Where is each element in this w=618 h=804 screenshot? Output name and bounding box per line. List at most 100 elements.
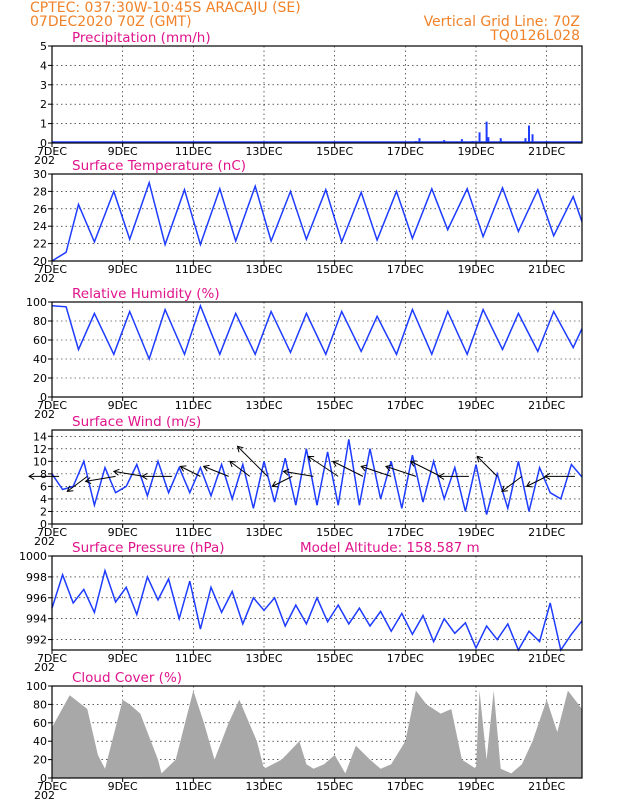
x-tick-label: 11DEC: [175, 652, 212, 665]
x-tick-label: 11DEC: [175, 263, 212, 276]
y-tick-label: 994: [26, 613, 47, 626]
year-label-stub: 202: [34, 154, 55, 167]
y-tick-label: 998: [26, 571, 47, 584]
wind-vector-head: [476, 455, 484, 463]
y-tick-label: 5: [40, 40, 47, 53]
x-tick-label: 15DEC: [316, 652, 353, 665]
x-tick-label: 11DEC: [175, 780, 212, 793]
x-tick-label: 13DEC: [245, 780, 282, 793]
y-tick-label: 10: [33, 455, 47, 468]
x-tick-label: 9DEC: [108, 526, 138, 539]
panel-frame: [51, 173, 583, 262]
y-tick-label: 0: [40, 772, 47, 785]
year-label-stub: 202: [34, 535, 55, 548]
y-tick-label: 1: [40, 118, 47, 131]
x-tick-label: 11DEC: [175, 526, 212, 539]
y-tick-label: 2: [40, 505, 47, 518]
y-tick-label: 8: [40, 468, 47, 481]
wind-vector-head: [501, 485, 508, 492]
wind-vector-head: [332, 460, 339, 467]
x-tick-label: 21DEC: [528, 652, 565, 665]
precip-bar: [460, 139, 463, 143]
x-tick-label: 15DEC: [316, 526, 353, 539]
x-tick-label: 7DEC: [37, 263, 67, 276]
wind-vector-head: [409, 460, 417, 467]
wind-vector-head: [360, 464, 368, 472]
series-line-temp: [51, 180, 583, 262]
wind-vector: [476, 456, 498, 477]
x-tick-label: 15DEC: [316, 399, 353, 412]
wind-vector: [501, 475, 523, 492]
y-tick-label: 0: [40, 137, 47, 150]
y-tick-label: 100: [26, 680, 47, 693]
panel-title: Cloud Cover (%): [72, 670, 182, 686]
wind-vector-head: [28, 472, 35, 480]
x-tick-label: 21DEC: [528, 780, 565, 793]
x-tick-label: 13DEC: [245, 652, 282, 665]
x-tick-label: 11DEC: [175, 145, 212, 158]
precip-bar: [531, 134, 534, 143]
wind-vector-head: [543, 472, 551, 480]
x-tick-label: 17DEC: [387, 145, 424, 158]
series-line-press: [51, 567, 583, 652]
wind-vector: [272, 475, 293, 487]
panel-cloud: 0 20 40 60 80 100 7DEC 9DEC 11DEC 13DEC 15DEC 17DEC…: [26, 670, 583, 802]
panel-title: Relative Humidity (%): [72, 286, 220, 302]
wind-vector-head: [112, 468, 120, 476]
x-tick-label: 7DEC: [37, 652, 67, 665]
panel-precip: 0 1 2 3 4 5 7DEC 9DEC 11DEC 13DEC 15DEC 17DEC 19DEC 2…: [34, 30, 583, 167]
wind-vector-head: [141, 472, 148, 480]
x-tick-label: 7DEC: [37, 145, 67, 158]
x-tick-label: 15DEC: [316, 263, 353, 276]
x-tick-label: 19DEC: [457, 145, 494, 158]
wind-vector-head: [437, 472, 445, 480]
y-tick-label: 12: [33, 443, 47, 456]
y-tick-label: 20: [33, 754, 47, 767]
wind-vector: [229, 460, 251, 477]
y-tick-label: 80: [33, 698, 47, 711]
x-tick-label: 11DEC: [175, 399, 212, 412]
x-tick-label: 13DEC: [245, 145, 282, 158]
x-tick-label: 9DEC: [108, 780, 138, 793]
wind-vector: [113, 470, 144, 477]
y-tick-label: 100: [26, 296, 47, 309]
y-tick-label: 0: [40, 391, 47, 404]
wind-vector-head: [202, 464, 210, 472]
wind-vector: [237, 446, 268, 477]
y-tick-label: 24: [33, 220, 47, 233]
x-tick-label: 17DEC: [387, 652, 424, 665]
panel-temp: 20 22 24 26 28 30 7DEC 9DEC 11DEC 13DEC 15DEC 17DEC…: [33, 158, 583, 285]
wind-vector: [410, 460, 441, 477]
x-tick-label: 17DEC: [387, 780, 424, 793]
y-tick-label: 40: [33, 353, 47, 366]
panel-title: Surface Wind (m/s): [72, 414, 201, 430]
model-altitude: Model Altitude: 158.587 m: [300, 540, 480, 556]
year-label-stub: 202: [34, 661, 55, 674]
wind-vector: [283, 470, 314, 477]
x-tick-label: 9DEC: [108, 652, 138, 665]
x-tick-label: 13DEC: [245, 399, 282, 412]
year-label-stub: 202: [34, 408, 55, 421]
y-tick-label: 80: [33, 315, 47, 328]
x-tick-label: 21DEC: [528, 145, 565, 158]
y-tick-label: 2: [40, 98, 47, 111]
y-tick-label: 40: [33, 735, 47, 748]
wind-vector-head: [385, 464, 392, 472]
wind-vector: [67, 475, 88, 492]
x-tick-label: 9DEC: [108, 263, 138, 276]
cloud-cover-area: [52, 690, 582, 778]
panel-press: 992 994 996 998 1000 7DEC 9DEC 11DEC 13DEC 15DEC 1…: [19, 540, 583, 674]
x-tick-label: 17DEC: [387, 399, 424, 412]
wind-vector-head: [66, 485, 74, 492]
x-tick-label: 17DEC: [387, 526, 424, 539]
x-tick-label: 21DEC: [528, 263, 565, 276]
panel-frame: [51, 45, 583, 144]
wind-vector: [85, 475, 116, 482]
series-line-rh: [51, 303, 583, 362]
y-tick-label: 14: [33, 430, 47, 443]
x-tick-label: 21DEC: [528, 399, 565, 412]
x-tick-label: 13DEC: [245, 526, 282, 539]
y-tick-label: 996: [26, 592, 47, 605]
